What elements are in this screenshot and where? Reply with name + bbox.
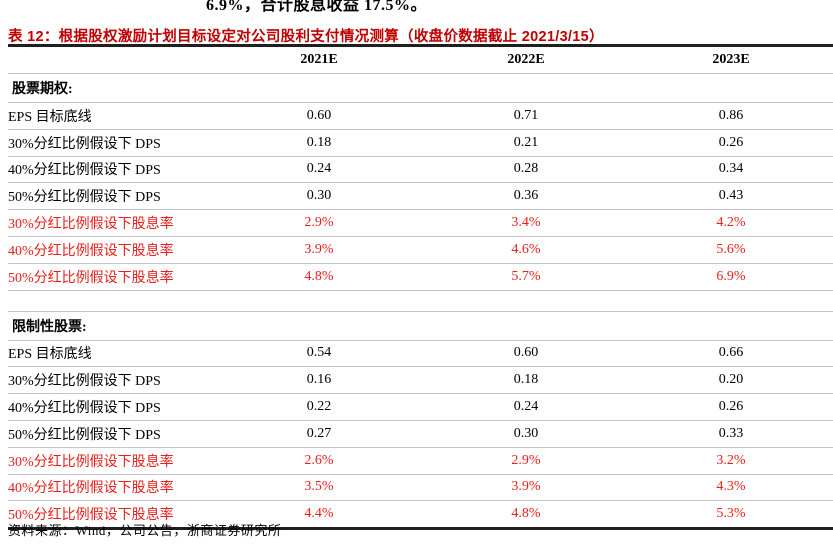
- cell-value: 0.54: [215, 340, 423, 368]
- cell-value: 0.26: [629, 393, 833, 421]
- table-row: 50%分红比例假设下 DPS 0.30 0.36 0.43: [8, 182, 833, 211]
- cell-value: 2.9%: [215, 209, 423, 237]
- row-label: 50%分红比例假设下股息率: [8, 508, 174, 524]
- row-label: 30%分红比例假设下 DPS: [8, 366, 215, 395]
- table-row: 30%分红比例假设下 DPS 0.16 0.18 0.20: [8, 366, 833, 395]
- table-row: 40%分红比例假设下 DPS 0.24 0.28 0.34: [8, 156, 833, 184]
- cell-value: 0.18: [215, 129, 423, 157]
- table-row: 50%分红比例假设下股息率 4.4% 4.8% 5.3%: [8, 501, 833, 529]
- section-header: 限制性股票:: [8, 311, 833, 341]
- section-header-row: 限制性股票:: [8, 311, 833, 341]
- table-row: 40%分红比例假设下股息率 3.9% 4.6% 5.6%: [8, 236, 833, 264]
- cell-value: 0.66: [629, 340, 833, 368]
- table-body: 股票期权: EPS 目标底线 0.60 0.71 0.86 30%分红比例假设下 DPS 0…: [8, 73, 833, 529]
- cell-value: 0.34: [629, 156, 833, 184]
- cell-value: 3.5%: [215, 474, 423, 502]
- cell-value: 0.18: [423, 366, 629, 395]
- row-label: 40%分红比例假设下 DPS: [8, 393, 215, 421]
- row-label: EPS 目标底线: [8, 102, 215, 130]
- cell-value: 6.9%: [629, 263, 833, 291]
- section-header: 股票期权:: [8, 73, 833, 103]
- table-row: EPS 目标底线 0.60 0.71 0.86: [8, 102, 833, 130]
- cell-value: 0.71: [423, 102, 629, 130]
- cell-value: 4.6%: [423, 236, 629, 264]
- cell-value: 0.43: [629, 182, 833, 211]
- row-label: 40%分红比例假设下股息率: [8, 236, 215, 264]
- cell-value: 0.33: [629, 420, 833, 448]
- cell-value: 5.6%: [629, 236, 833, 264]
- cell-value: 4.4%: [304, 506, 334, 522]
- row-label: 50%分红比例假设下股息率: [8, 263, 215, 291]
- cell-value: 3.9%: [215, 236, 423, 264]
- header-row: 2021E 2022E 2023E: [8, 45, 833, 74]
- cell-value: 0.24: [423, 393, 629, 421]
- cell-value: 2.6%: [215, 447, 423, 475]
- cell-value: 4.2%: [629, 209, 833, 237]
- table-row: 40%分红比例假设下股息率 3.5% 3.9% 4.3%: [8, 474, 833, 502]
- row-label: 30%分红比例假设下股息率: [8, 447, 215, 475]
- cell-value: 0.20: [629, 366, 833, 395]
- table-row: 40%分红比例假设下 DPS 0.22 0.24 0.26: [8, 393, 833, 421]
- cell-value: 0.16: [215, 366, 423, 395]
- cell-value: 0.26: [629, 129, 833, 157]
- cell-value: 0.36: [423, 182, 629, 211]
- cell-value: 0.30: [423, 420, 629, 448]
- spacer-cell: [8, 290, 833, 312]
- cell-value: 0.28: [423, 156, 629, 184]
- cell-value: 3.2%: [629, 447, 833, 475]
- cell-value: 0.86: [629, 102, 833, 130]
- section-header-row: 股票期权:: [8, 73, 833, 103]
- table-row: EPS 目标底线 0.54 0.60 0.66: [8, 340, 833, 368]
- cell-value: 0.60: [423, 340, 629, 368]
- column-header-2022e: 2022E: [423, 45, 629, 74]
- cell-value: 0.22: [215, 393, 423, 421]
- label-column-header: [8, 45, 215, 74]
- cell-value: 0.27: [215, 420, 423, 448]
- row-label: 40%分红比例假设下 DPS: [8, 156, 215, 184]
- row-label: EPS 目标底线: [8, 340, 215, 368]
- source-note: 资料来源：Wind，公司公告，浙商证券研究所: [8, 523, 282, 538]
- page-top-text: 6.9%，合计股息收益 17.5%。: [206, 0, 428, 14]
- cell-value: 2.9%: [423, 447, 629, 475]
- table-row: 50%分红比例假设下 DPS 0.27 0.30 0.33: [8, 420, 833, 448]
- table-row: 50%分红比例假设下股息率 4.8% 5.7% 6.9%: [8, 263, 833, 291]
- column-header-2023e: 2023E: [629, 45, 833, 74]
- cell-value: 5.7%: [423, 263, 629, 291]
- row-label: 40%分红比例假设下股息率: [8, 474, 215, 502]
- table-row: 30%分红比例假设下股息率 2.6% 2.9% 3.2%: [8, 447, 833, 475]
- spacer-row: [8, 290, 833, 312]
- cell-value: 3.9%: [423, 474, 629, 502]
- row-label: 30%分红比例假设下 DPS: [8, 129, 215, 157]
- cell-value: 0.60: [215, 102, 423, 130]
- row-label: 50%分红比例假设下 DPS: [8, 182, 215, 211]
- cell-value: 4.8%: [511, 506, 541, 522]
- row-label: 30%分红比例假设下股息率: [8, 209, 215, 237]
- table-title: 表 12：根据股权激励计划目标设定对公司股利支付情况测算（收盘价数据截止 202…: [8, 29, 604, 45]
- dividend-payout-table: 2021E 2022E 2023E 股票期权: EPS 目标底线 0.60 0.71 0…: [8, 44, 833, 531]
- cell-value: 0.30: [215, 182, 423, 211]
- cell-value: 4.3%: [629, 474, 833, 502]
- cell-value: 4.8%: [215, 263, 423, 291]
- table-row: 30%分红比例假设下股息率 2.9% 3.4% 4.2%: [8, 209, 833, 237]
- row-label: 50%分红比例假设下 DPS: [8, 420, 215, 448]
- cell-value: 0.24: [215, 156, 423, 184]
- cell-value: 5.3%: [716, 506, 746, 522]
- cell-value: 3.4%: [423, 209, 629, 237]
- cell-value: 0.21: [423, 129, 629, 157]
- table-row: 30%分红比例假设下 DPS 0.18 0.21 0.26: [8, 129, 833, 157]
- column-header-2021e: 2021E: [215, 45, 423, 74]
